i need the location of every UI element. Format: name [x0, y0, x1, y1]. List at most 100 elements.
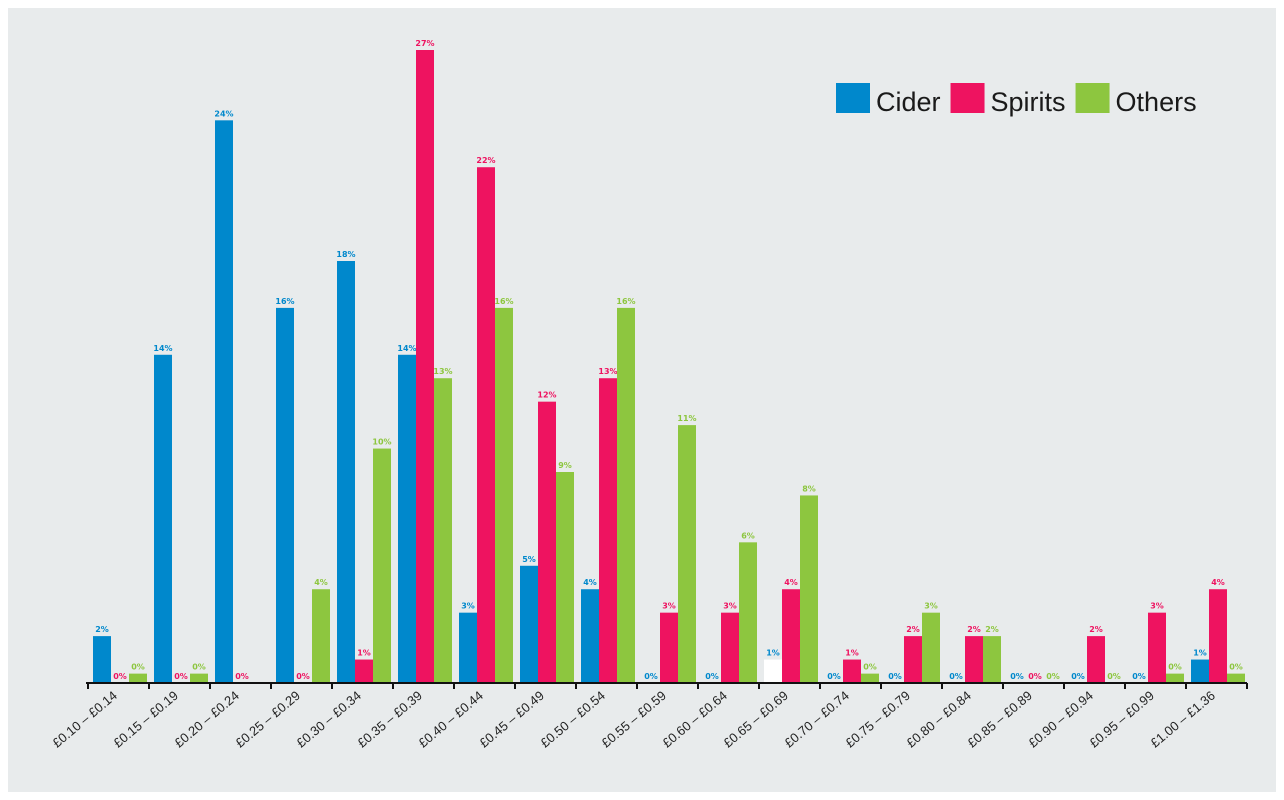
bar-spirits-12: [782, 589, 800, 683]
x-tick-label-2: £0.15 – £0.19: [110, 688, 181, 751]
data-label-spirits-6: 27%: [415, 39, 434, 48]
data-label-cider-3: 24%: [214, 109, 233, 118]
data-label-spirits-15: 2%: [967, 625, 981, 634]
x-tick-label-3: £0.20 – £0.24: [171, 688, 242, 751]
bar-others-6: [434, 378, 452, 683]
data-label-others-11: 6%: [741, 531, 755, 540]
bar-cider-9: [581, 589, 599, 683]
data-label-cider-16: 0%: [1010, 672, 1024, 681]
data-label-cider-5: 18%: [336, 250, 355, 259]
bar-spirits-17: [1087, 636, 1105, 683]
bar-cider-3: [215, 120, 233, 684]
legend-label-others: Others: [1116, 87, 1197, 117]
x-tick-label-19: £1.00 – £1.36: [1147, 688, 1218, 751]
bar-cider-6: [398, 354, 416, 683]
data-label-spirits-5: 1%: [357, 649, 371, 658]
bar-others-1: [129, 673, 147, 683]
bar-cider-5: [337, 261, 355, 683]
bar-spirits-18: [1148, 612, 1166, 683]
data-label-others-9: 16%: [616, 297, 635, 306]
bar-cider-2: [154, 354, 172, 683]
x-tick-label-17: £0.90 – £0.94: [1025, 688, 1096, 751]
data-label-cider-19: 1%: [1193, 649, 1207, 658]
data-label-cider-14: 0%: [888, 672, 902, 681]
data-label-spirits-16: 0%: [1028, 672, 1042, 681]
x-tick-label-9: £0.50 – £0.54: [537, 688, 608, 751]
x-tick-label-10: £0.55 – £0.59: [598, 688, 669, 751]
x-tick-label-14: £0.75 – £0.79: [842, 688, 913, 751]
data-label-spirits-2: 0%: [174, 672, 188, 681]
x-tick-label-8: £0.45 – £0.49: [476, 688, 547, 751]
data-label-others-19: 0%: [1229, 663, 1243, 672]
data-label-cider-8: 5%: [522, 555, 536, 564]
data-label-others-10: 11%: [677, 414, 696, 423]
data-label-cider-18: 0%: [1132, 672, 1146, 681]
data-label-cider-13: 0%: [827, 672, 841, 681]
bar-cider-12: [764, 659, 782, 683]
data-label-spirits-7: 22%: [476, 156, 495, 165]
bar-others-14: [922, 612, 940, 683]
bar-spirits-10: [660, 612, 678, 683]
data-label-spirits-4: 0%: [296, 672, 310, 681]
bar-others-18: [1166, 673, 1184, 683]
data-label-cider-11: 0%: [705, 672, 719, 681]
data-label-spirits-17: 2%: [1089, 625, 1103, 634]
data-label-cider-4: 16%: [275, 297, 294, 306]
data-label-others-1: 0%: [131, 663, 145, 672]
x-tick-label-7: £0.40 – £0.44: [415, 688, 486, 751]
data-label-spirits-10: 3%: [662, 602, 676, 611]
data-label-spirits-9: 13%: [598, 367, 617, 376]
data-label-cider-17: 0%: [1071, 672, 1085, 681]
bar-others-19: [1227, 673, 1245, 683]
data-label-others-15: 2%: [985, 625, 999, 634]
bar-cider-8: [520, 565, 538, 683]
x-tick-label-4: £0.25 – £0.29: [232, 688, 303, 751]
bar-spirits-19: [1209, 589, 1227, 683]
legend-label-spirits: Spirits: [991, 87, 1066, 117]
bar-others-10: [678, 425, 696, 683]
bar-spirits-11: [721, 612, 739, 683]
bar-others-9: [617, 307, 635, 683]
bar-spirits-5: [355, 659, 373, 683]
data-label-others-12: 8%: [802, 484, 816, 493]
data-label-spirits-8: 12%: [537, 391, 556, 400]
data-label-spirits-19: 4%: [1211, 578, 1225, 587]
data-label-cider-1: 2%: [95, 625, 109, 634]
data-label-cider-10: 0%: [644, 672, 658, 681]
data-label-cider-9: 4%: [583, 578, 597, 587]
legend-swatch-cider: [836, 83, 870, 113]
data-label-others-6: 13%: [433, 367, 452, 376]
x-tick-label-5: £0.30 – £0.34: [293, 688, 364, 751]
x-tick-label-6: £0.35 – £0.39: [354, 688, 425, 751]
bar-spirits-9: [599, 378, 617, 683]
bar-others-4: [312, 589, 330, 683]
bar-others-12: [800, 495, 818, 683]
x-tick-label-13: £0.70 – £0.74: [781, 688, 852, 751]
bar-cider-19: [1191, 659, 1209, 683]
data-label-spirits-3: 0%: [235, 672, 249, 681]
data-label-spirits-1: 0%: [113, 672, 127, 681]
bar-spirits-14: [904, 636, 922, 683]
data-label-spirits-12: 4%: [784, 578, 798, 587]
bar-cider-4: [276, 307, 294, 683]
data-label-others-16: 0%: [1046, 672, 1060, 681]
bar-others-7: [495, 307, 513, 683]
bar-spirits-6: [416, 50, 434, 683]
data-label-spirits-13: 1%: [845, 649, 859, 658]
x-tick-label-16: £0.85 – £0.89: [964, 688, 1035, 751]
bar-others-15: [983, 636, 1001, 683]
legend-swatch-spirits: [950, 83, 985, 113]
legend-label-cider: Cider: [876, 87, 941, 117]
data-label-cider-2: 14%: [153, 344, 172, 353]
bar-others-8: [556, 472, 574, 683]
x-tick-label-18: £0.95 – £0.99: [1086, 688, 1157, 751]
bar-spirits-13: [843, 659, 861, 683]
data-label-spirits-11: 3%: [723, 602, 737, 611]
bar-others-5: [373, 448, 391, 683]
data-label-others-8: 9%: [558, 461, 572, 470]
data-label-spirits-18: 3%: [1150, 602, 1164, 611]
bar-others-13: [861, 673, 879, 683]
data-label-others-13: 0%: [863, 663, 877, 672]
bar-spirits-7: [477, 167, 495, 683]
